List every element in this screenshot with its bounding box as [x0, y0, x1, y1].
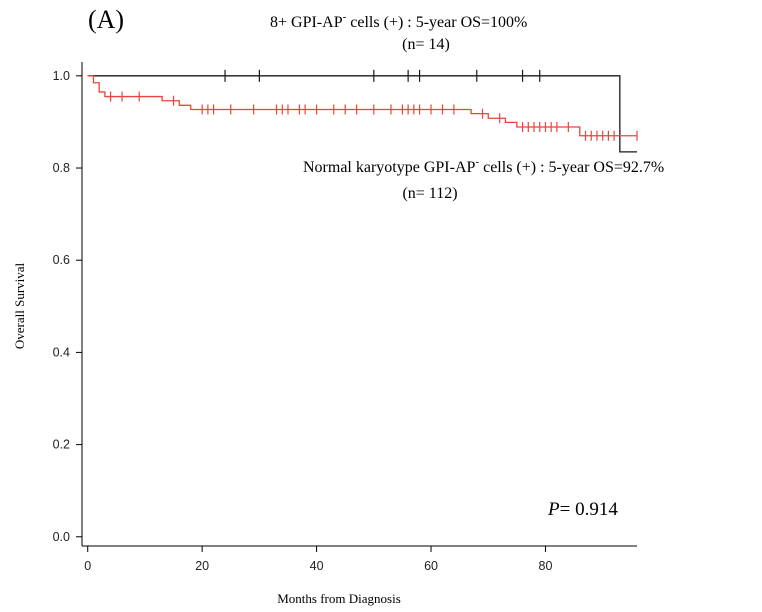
- y-tick-label: 1.0: [53, 69, 70, 83]
- legend-label-normal-karyotype-main: Normal karyotype GPI-AP: [303, 159, 476, 176]
- p-value-text: = 0.914: [560, 499, 619, 520]
- legend-label-normal-karyotype-rest: cells (+) : 5-year OS=92.7%: [479, 159, 664, 176]
- x-ticks: 0 20 40 60 80: [84, 546, 552, 573]
- axes: [81, 62, 637, 547]
- y-tick-label: 0.0: [53, 530, 70, 544]
- legend-label-gpi-8plus-main: 8+ GPI-AP: [270, 14, 343, 31]
- series-gpi_8plus: [87, 69, 637, 153]
- x-tick-label: 0: [84, 559, 91, 573]
- x-tick-label: 20: [195, 559, 209, 573]
- series-line-normal_karyotype: [87, 75, 637, 137]
- legend-n-gpi-8plus: (n= 14): [402, 36, 450, 53]
- y-ticks: 0.0 0.2 0.4 0.6 0.8 1.0: [53, 69, 82, 544]
- x-axis-title: Months from Diagnosis: [277, 591, 401, 606]
- y-tick-label: 0.4: [53, 345, 70, 359]
- y-axis-title: Overall Survival: [12, 262, 27, 349]
- x-tick-label: 80: [539, 559, 553, 573]
- p-value: P= 0.914: [547, 499, 618, 520]
- y-tick-label: 0.8: [53, 161, 70, 175]
- x-tick-label: 40: [310, 559, 324, 573]
- legend-label-normal-karyotype: Normal karyotype GPI-AP- cells (+) : 5-y…: [303, 156, 664, 176]
- p-value-symbol: P: [547, 499, 560, 520]
- series-normal_karyotype: [87, 75, 638, 141]
- series-line-gpi_8plus: [87, 75, 637, 153]
- panel-label: (A): [88, 5, 124, 34]
- legend-label-gpi-8plus-sup: -: [343, 11, 347, 23]
- legend-label-normal-karyotype-sup: -: [475, 156, 479, 168]
- y-tick-label: 0.6: [53, 253, 70, 267]
- series-layer: [87, 69, 638, 153]
- legend-label-gpi-8plus: 8+ GPI-AP- cells (+) : 5-year OS=100%: [270, 11, 527, 31]
- legend-label-gpi-8plus-rest: cells (+) : 5-year OS=100%: [346, 14, 527, 31]
- y-tick-label: 0.2: [53, 438, 70, 452]
- legend-n-normal-karyotype: (n= 112): [402, 185, 457, 202]
- x-tick-label: 60: [424, 559, 438, 573]
